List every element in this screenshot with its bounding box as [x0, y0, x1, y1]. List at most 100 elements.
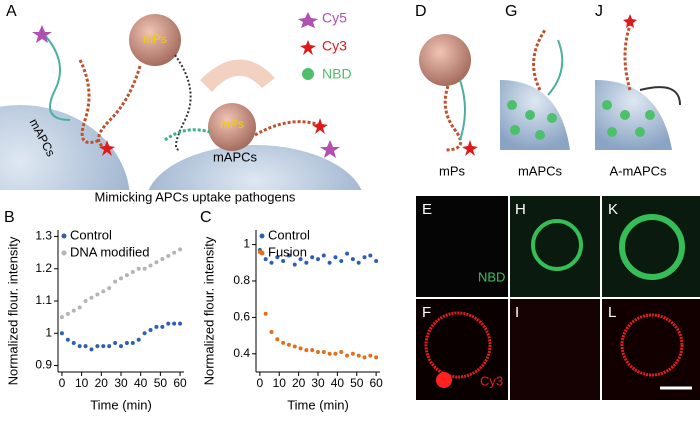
data-point [113, 340, 118, 345]
y-axis-label: Normalized flour. intensity [201, 236, 216, 385]
y-tick-label: 0.9 [35, 358, 52, 372]
data-point [292, 262, 297, 267]
x-axis-label: Time (min) [287, 397, 349, 412]
data-point [113, 279, 118, 284]
micrograph [416, 299, 508, 400]
panel-label: F [422, 304, 431, 321]
data-point [124, 273, 129, 278]
x-tick-label: 30 [311, 376, 325, 390]
cell-label: mAPCs [213, 149, 258, 164]
data-point [310, 255, 315, 260]
data-point [316, 349, 320, 354]
x-tick-label: 50 [350, 376, 364, 390]
data-point [77, 344, 82, 349]
data-point [130, 340, 135, 345]
data-point [101, 344, 106, 349]
data-point [304, 348, 309, 353]
data-point [83, 299, 88, 303]
particle-label: mPs [220, 117, 244, 131]
cy3-marker [99, 140, 115, 156]
data-point [333, 351, 338, 356]
data-point [107, 344, 112, 349]
cy5-marker [320, 140, 340, 158]
data-point [345, 251, 350, 256]
legend-label: Cy3 [322, 38, 347, 54]
legend-marker [61, 250, 67, 256]
legend-label: Cy5 [322, 10, 347, 26]
data-point [356, 353, 361, 358]
legend-marker [298, 12, 318, 28]
data-point [71, 340, 76, 345]
vesicle [620, 313, 684, 377]
data-point [316, 257, 320, 262]
y-tick-label: 1 [45, 325, 52, 339]
data-point [83, 344, 88, 349]
data-point [77, 305, 82, 310]
panel-label: C [200, 209, 212, 226]
data-point [107, 286, 112, 291]
legend-label: Control [268, 227, 310, 242]
data-point [172, 321, 177, 326]
x-tick-label: 0 [257, 376, 264, 390]
schematic-caption: mPs [439, 163, 466, 178]
data-point [327, 260, 332, 265]
panel-label: K [608, 201, 618, 218]
data-point [59, 331, 64, 336]
data-point [178, 247, 183, 252]
vesicle [424, 311, 492, 379]
data-point [89, 295, 94, 300]
cy5-marker [32, 25, 52, 43]
caption: Mimicking APCs uptake pathogens [95, 189, 296, 204]
legend-label: Fusion [268, 244, 307, 259]
panel-label: G [505, 3, 517, 20]
x-tick-label: 20 [292, 376, 306, 390]
data-point [339, 258, 344, 263]
vesicle [531, 219, 583, 271]
schematic-caption: mAPCs [518, 163, 563, 178]
micrograph [510, 196, 600, 297]
panel-a-art [0, 14, 362, 190]
legend-marker [259, 250, 265, 256]
data-point [281, 258, 286, 263]
data-point [166, 253, 171, 258]
data-point [374, 258, 379, 263]
panel-label: B [4, 209, 15, 226]
y-axis-label: Normalized flour. intensity [5, 236, 20, 385]
data-point [345, 353, 350, 358]
data-point [374, 355, 379, 360]
channel-label: Cy3 [480, 373, 503, 388]
data-point [124, 340, 129, 345]
data-point [71, 308, 76, 313]
data-point [59, 315, 64, 320]
data-point [286, 253, 291, 258]
data-point [286, 342, 291, 347]
data-point [142, 266, 147, 271]
panel-label: I [515, 304, 519, 321]
legend-label: NBD [322, 66, 352, 82]
vesicle [436, 372, 452, 388]
data-point [275, 255, 280, 260]
data-point [148, 328, 153, 333]
data-point [304, 260, 309, 265]
data-point [292, 344, 297, 349]
schematic-caption: A-mAPCs [609, 163, 667, 178]
data-point [298, 346, 303, 351]
x-tick-label: 10 [75, 376, 89, 390]
y-tick-label: 0.8 [233, 273, 250, 287]
data-point [321, 349, 326, 354]
micrograph [416, 196, 508, 297]
data-point [298, 257, 303, 262]
data-point [327, 351, 332, 356]
micrograph [510, 299, 600, 400]
legend-marker [61, 233, 67, 239]
x-tick-label: 50 [154, 376, 168, 390]
micrograph [602, 299, 700, 400]
data-point [95, 292, 100, 297]
vesicle [619, 214, 685, 280]
x-axis-label: Time (min) [90, 397, 152, 412]
data-point [362, 355, 367, 360]
data-point [136, 266, 141, 271]
data-point [321, 253, 326, 258]
x-tick-label: 60 [369, 376, 383, 390]
y-tick-label: 0.6 [233, 310, 250, 324]
